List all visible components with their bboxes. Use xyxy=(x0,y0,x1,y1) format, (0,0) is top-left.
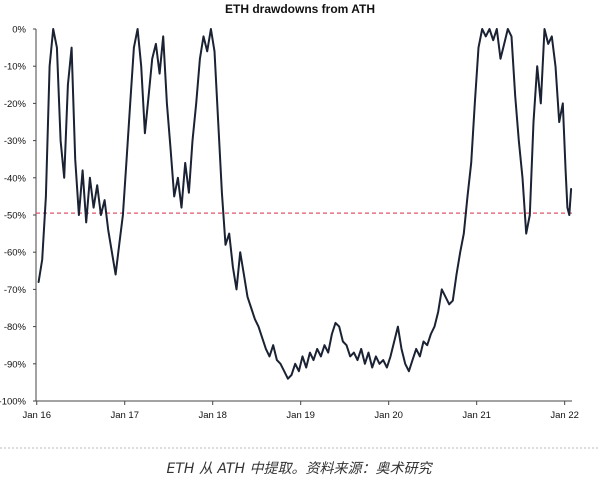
x-tick-label: Jan 19 xyxy=(286,410,315,421)
x-tick-label: Jan 18 xyxy=(198,410,227,421)
y-axis: 0% -10% -20% -30% -40% -50% -60% -70% -80% -90% -1… xyxy=(0,25,37,408)
x-tick-label: Jan 22 xyxy=(550,410,579,421)
series-layer xyxy=(37,28,573,380)
chart-title: ETH drawdowns from ATH xyxy=(225,2,375,16)
x-tick-label: Jan 21 xyxy=(462,410,491,421)
y-tick-label: -60% xyxy=(4,248,27,259)
x-tick-label: Jan 17 xyxy=(110,410,139,421)
x-axis: Jan 16 Jan 17 Jan 18 Jan 19 Jan 20 Jan 21 Jan … xyxy=(22,400,579,421)
y-tick-label: -30% xyxy=(4,136,27,147)
y-tick-label: -70% xyxy=(4,285,27,296)
y-tick-label: 0% xyxy=(12,25,26,36)
y-tick-label: -90% xyxy=(4,359,27,370)
y-tick-label: -100% xyxy=(0,397,27,408)
drawdown-series-line xyxy=(37,28,573,380)
y-tick-label: -50% xyxy=(4,211,27,222)
y-tick-label: -40% xyxy=(4,173,27,184)
x-tick-label: Jan 20 xyxy=(374,410,403,421)
figure-caption: ETH 从 ATH 中提取。资料来源：奥术研究 xyxy=(166,461,432,477)
x-tick-label: Jan 16 xyxy=(22,410,51,421)
y-tick-label: -80% xyxy=(4,322,27,333)
y-tick-label: -10% xyxy=(4,62,27,73)
y-tick-label: -20% xyxy=(4,99,27,110)
